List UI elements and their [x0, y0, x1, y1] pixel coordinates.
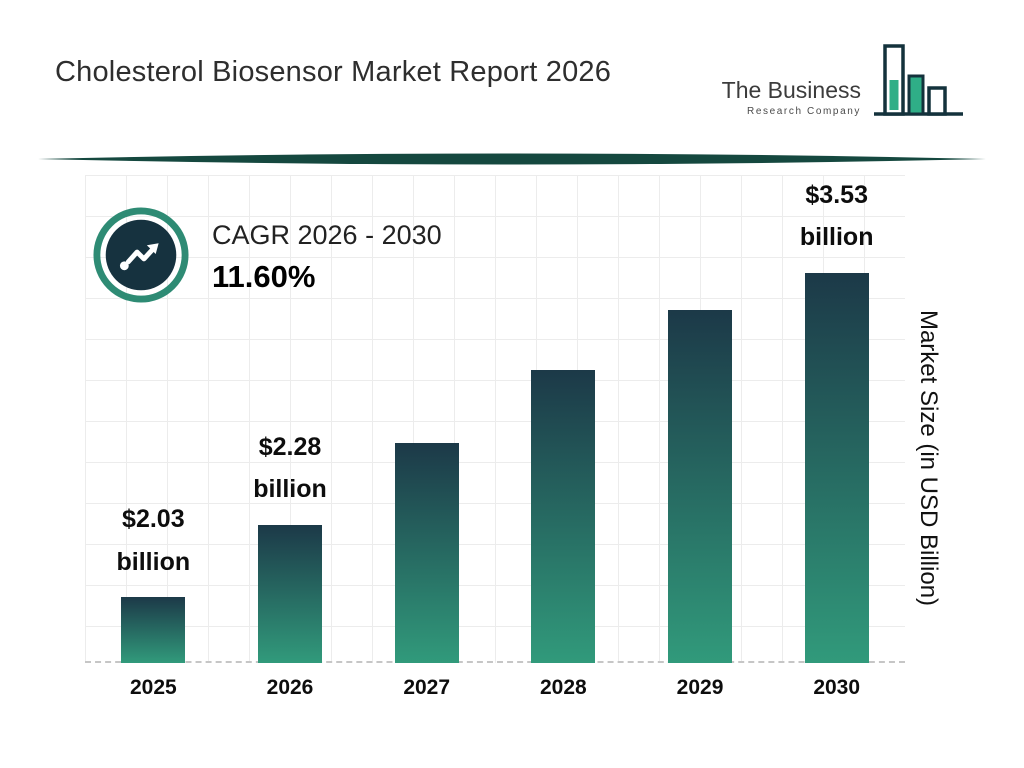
y-axis-label: Market Size (in USD Billion): [915, 309, 942, 607]
bar-chart-logo-icon: [871, 40, 966, 125]
bar-2026: [258, 524, 322, 663]
header-divider: [38, 152, 986, 166]
x-axis-baseline: [85, 661, 905, 663]
bar-slot-2025: $2.03 billion: [85, 175, 222, 663]
bar-slot-2027: [358, 175, 495, 663]
bar-slot-2030: $3.53 billion: [768, 175, 905, 663]
bar-2029: [668, 310, 733, 663]
x-axis-label-2027: 2027: [403, 676, 451, 699]
bar-slot-2029: [632, 175, 769, 663]
page-title: Cholesterol Biosensor Market Report 2026: [55, 56, 612, 88]
cagr-label: CAGR 2026 - 2030: [212, 220, 442, 250]
x-axis-labels: 2025 2026 2027 2028 2029 2030: [85, 676, 905, 700]
cagr-text: CAGR 2026 - 2030 11.60%: [212, 220, 442, 295]
cagr-value: 11.60%: [212, 259, 316, 294]
bar-slot-2026: $2.28 billion: [222, 175, 359, 663]
x-axis-label-2030: 2030: [813, 676, 861, 699]
bar-value-label-2025: $2.03 billion: [116, 505, 191, 576]
bar-2025: [121, 597, 186, 663]
bar-2028: [531, 370, 596, 663]
trend-up-icon: [92, 206, 190, 309]
logo-subname: Research Company: [747, 106, 861, 117]
bar-value-label-2026: $2.28 billion: [253, 432, 327, 504]
bar-2030: [804, 272, 869, 663]
cagr-block: CAGR 2026 - 2030 11.60%: [92, 206, 442, 309]
x-axis-label-2025: 2025: [129, 676, 177, 699]
company-logo: The Business Research Company: [722, 40, 966, 125]
bars-row: $2.03 billion $2.28 billion $3.53 billion: [85, 175, 905, 663]
chart-plot-area: $2.03 billion $2.28 billion $3.53 billion: [85, 175, 905, 663]
logo-name: The Business: [721, 77, 861, 103]
x-axis-label-2028: 2028: [539, 676, 587, 699]
x-axis-label-2026: 2026: [266, 676, 314, 699]
bar-2027: [394, 442, 459, 663]
bar-slot-2028: [495, 175, 632, 663]
x-axis-label-2029: 2029: [676, 676, 724, 699]
logo-text: The Business Research Company: [722, 77, 861, 125]
bar-value-label-2030: $3.53 billion: [799, 180, 874, 252]
